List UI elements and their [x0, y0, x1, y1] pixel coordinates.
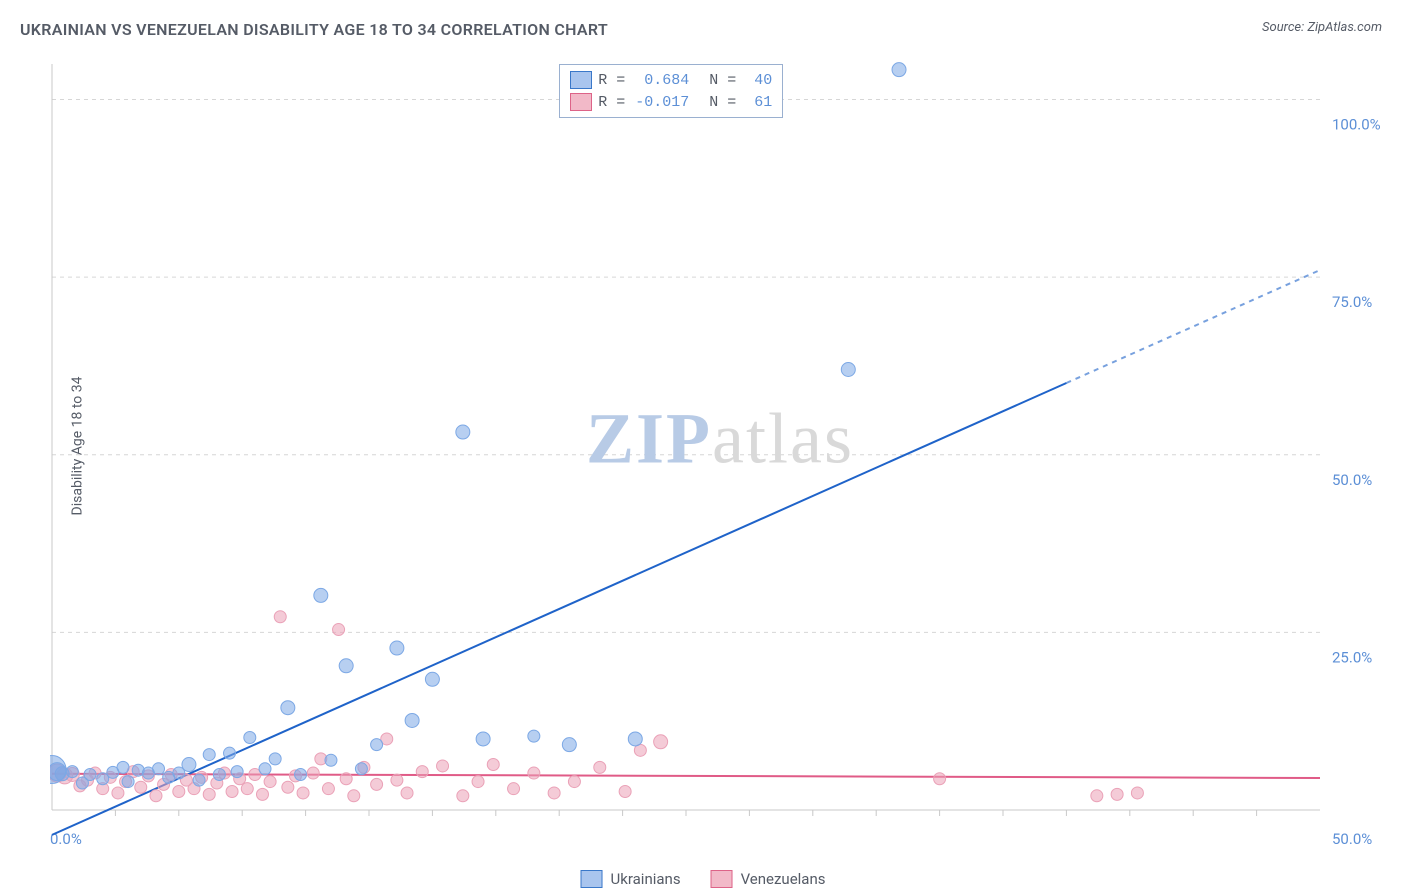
source-attribution: Source: ZipAtlas.com — [1262, 20, 1382, 35]
legend-swatch — [711, 870, 733, 888]
r-value: 0.684 — [631, 72, 689, 89]
svg-text:25.0%: 25.0% — [1332, 648, 1372, 666]
correlation-legend: R = 0.684 N = 40 R = -0.017 N = 61 — [559, 64, 783, 118]
n-value: 40 — [742, 72, 772, 89]
n-value: 61 — [742, 94, 772, 111]
n-label: N = — [709, 94, 736, 111]
chart-title: UKRAINIAN VS VENEZUELAN DISABILITY AGE 1… — [20, 20, 608, 39]
series-legend-item: Ukrainians — [581, 870, 681, 888]
svg-text:50.0%: 50.0% — [1332, 471, 1372, 489]
plot-svg: 25.0%50.0%75.0%100.0%0.0%50.0% — [50, 60, 1390, 850]
series-legend: Ukrainians Venezuelans — [581, 870, 826, 888]
svg-text:75.0%: 75.0% — [1332, 293, 1372, 311]
series-legend-item: Venezuelans — [711, 870, 826, 888]
n-label: N = — [709, 72, 736, 89]
correlation-legend-row: R = -0.017 N = 61 — [570, 91, 772, 113]
series-legend-label: Ukrainians — [611, 870, 681, 888]
r-value: -0.017 — [631, 94, 689, 111]
series-legend-label: Venezuelans — [741, 870, 826, 888]
correlation-legend-row: R = 0.684 N = 40 — [570, 69, 772, 91]
r-label: R = — [598, 72, 625, 89]
svg-text:50.0%: 50.0% — [1332, 830, 1372, 848]
legend-swatch — [570, 93, 592, 111]
scatter-plot: 25.0%50.0%75.0%100.0%0.0%50.0% ZIPatlas … — [50, 60, 1390, 850]
r-label: R = — [598, 94, 625, 111]
legend-swatch — [581, 870, 603, 888]
svg-text:100.0%: 100.0% — [1332, 116, 1381, 134]
source-name: ZipAtlas.com — [1307, 20, 1382, 35]
source-label: Source: — [1262, 20, 1307, 35]
legend-swatch — [570, 71, 592, 89]
